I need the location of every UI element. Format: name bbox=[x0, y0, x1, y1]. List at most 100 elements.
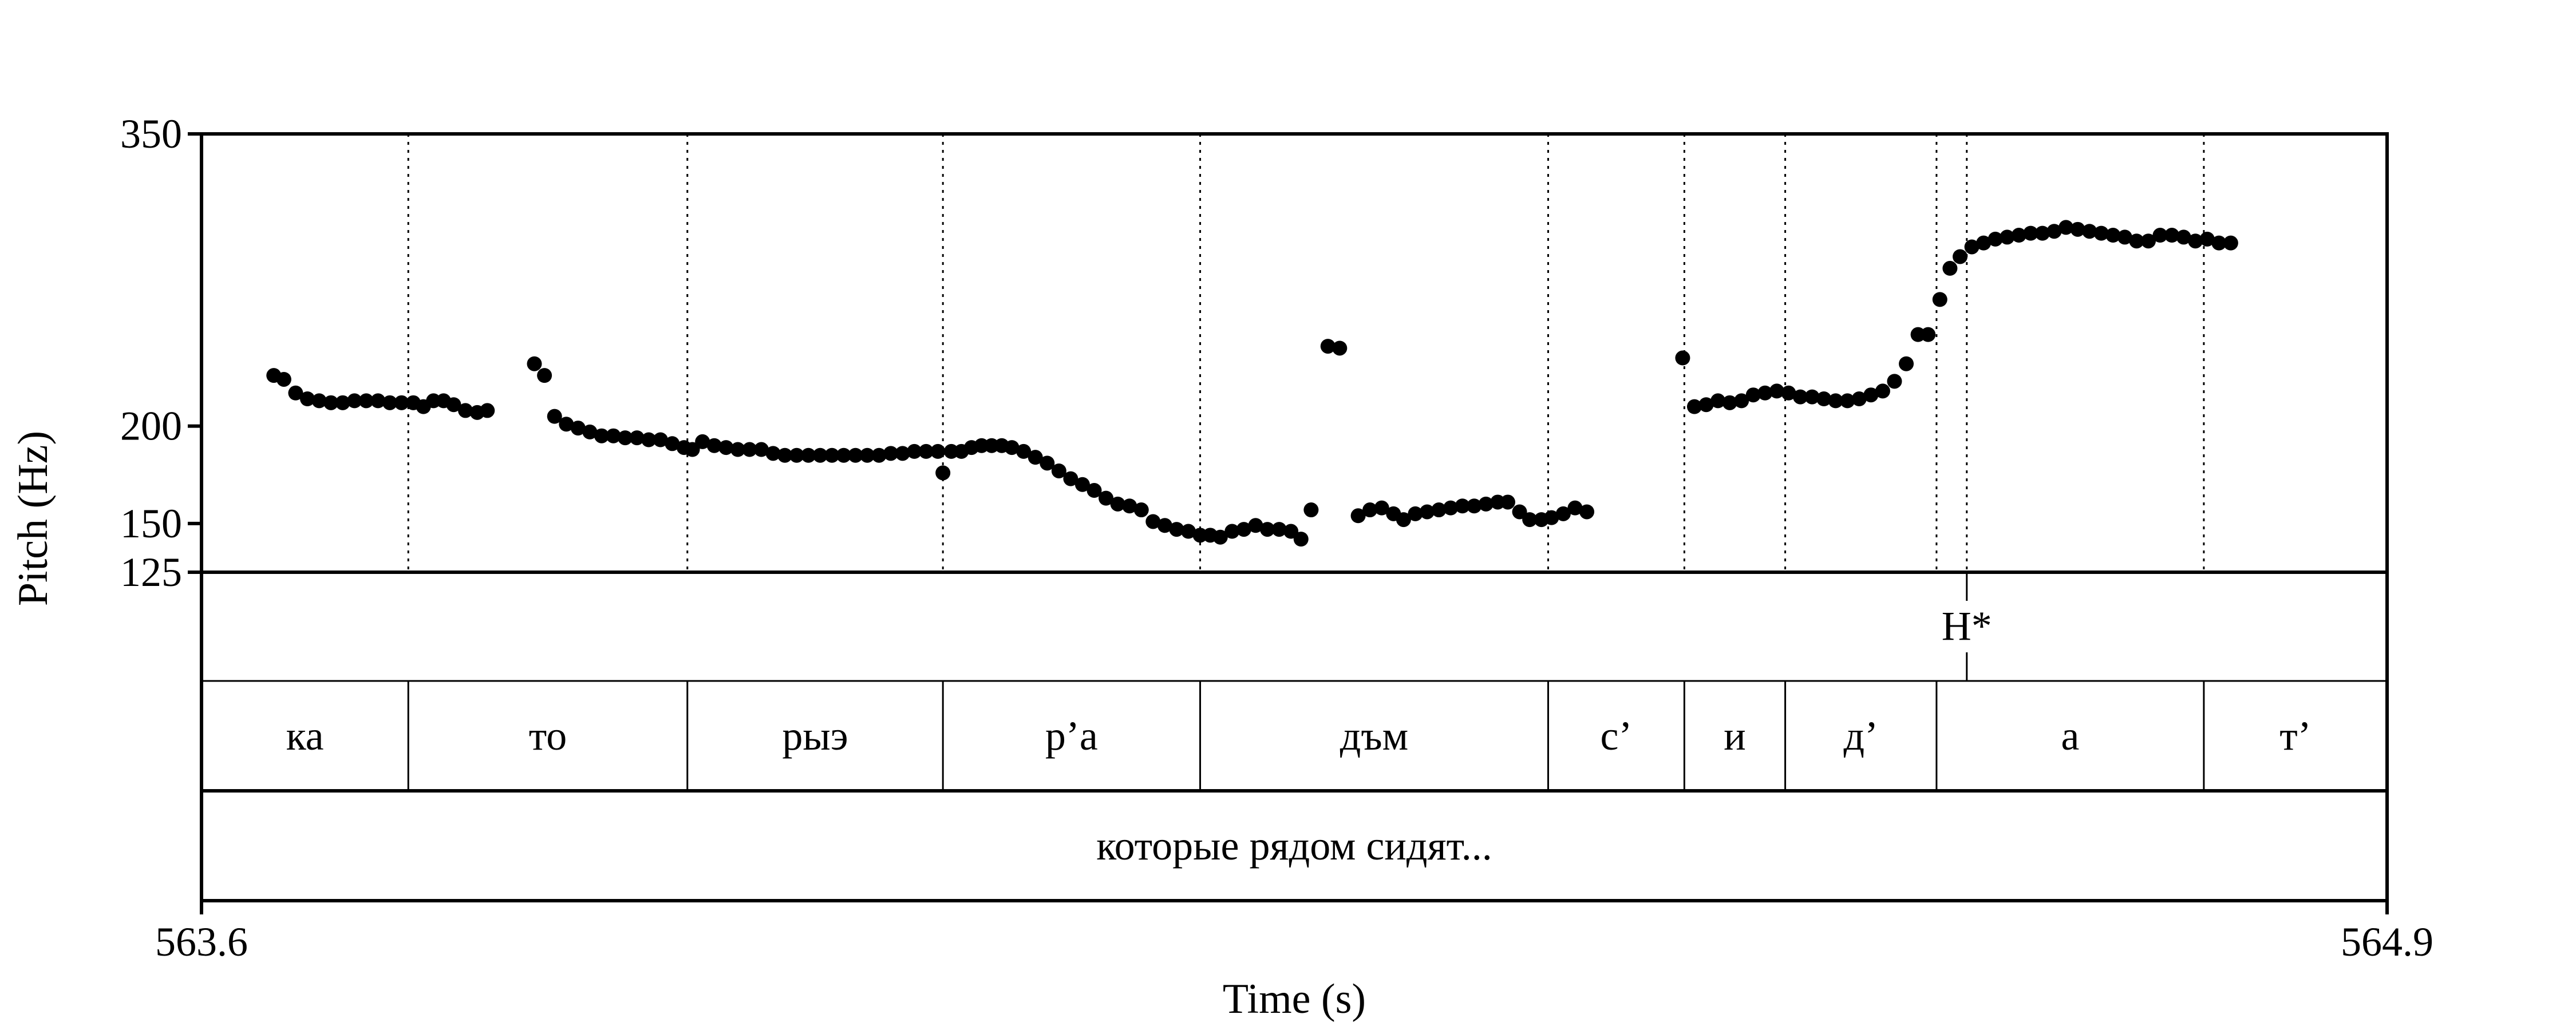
pitch-point bbox=[2164, 228, 2180, 243]
pitch-point bbox=[1686, 399, 1702, 414]
pitch-point bbox=[1431, 502, 1447, 518]
pitch-point bbox=[935, 465, 951, 481]
tone-label: H* bbox=[1942, 603, 1992, 649]
pitch-point bbox=[1016, 443, 1032, 459]
pitch-point bbox=[1408, 506, 1423, 521]
y-tick-label: 350 bbox=[120, 111, 182, 157]
pitch-point bbox=[1932, 292, 1947, 307]
pitch-point bbox=[918, 443, 934, 459]
pitch-point bbox=[2105, 228, 2121, 243]
pitch-point bbox=[1710, 393, 1726, 409]
pitch-point bbox=[559, 417, 574, 432]
pitch-point bbox=[1921, 327, 1936, 342]
y-tick-label: 200 bbox=[120, 403, 182, 449]
pitch-point bbox=[765, 446, 781, 461]
pitch-point bbox=[1332, 340, 1348, 356]
syllable-label: т’ bbox=[2279, 713, 2311, 759]
pitch-point bbox=[1157, 518, 1172, 533]
pitch-point bbox=[753, 442, 769, 457]
pitch-point bbox=[582, 424, 598, 439]
pitch-point bbox=[2211, 235, 2227, 251]
pitch-point bbox=[1863, 387, 1879, 403]
pitch-point bbox=[1063, 471, 1078, 486]
pitch-point bbox=[777, 447, 793, 463]
pitch-point bbox=[2059, 220, 2074, 235]
pitch-point bbox=[1350, 508, 1366, 524]
pitch-point bbox=[1133, 502, 1149, 518]
pitch-point bbox=[824, 447, 840, 463]
pitch-points bbox=[266, 220, 2238, 547]
pitch-point bbox=[2117, 229, 2132, 245]
syllable-label: и bbox=[1724, 713, 1746, 759]
pitch-point bbox=[2152, 228, 2168, 243]
pitch-point bbox=[2082, 224, 2097, 239]
pitch-point bbox=[1781, 385, 1796, 401]
pitch-point bbox=[1745, 387, 1761, 403]
syllable-label: с’ bbox=[1600, 713, 1632, 759]
pitch-point bbox=[1804, 389, 1820, 405]
syllable-label: рыэ bbox=[782, 713, 848, 759]
pitch-point bbox=[665, 436, 680, 451]
pitch-point bbox=[695, 434, 710, 449]
syllable-label: а bbox=[2061, 713, 2079, 759]
pitch-point bbox=[1283, 524, 1299, 539]
pitch-point bbox=[1722, 395, 1737, 410]
pitch-point bbox=[2176, 229, 2191, 245]
pitch-point bbox=[1840, 393, 1855, 409]
tone-tier: H* bbox=[1942, 134, 1992, 681]
pitch-point bbox=[789, 447, 804, 463]
pitch-point bbox=[629, 430, 645, 446]
pitch-point bbox=[2140, 233, 2156, 249]
pitch-point bbox=[1420, 504, 1435, 520]
pitch-point bbox=[1145, 514, 1161, 529]
pitch-point bbox=[1964, 239, 1980, 255]
pitch-point bbox=[1110, 496, 1125, 512]
pitch-point bbox=[358, 393, 374, 409]
pitch-point bbox=[1099, 490, 1114, 506]
pitch-point bbox=[653, 432, 668, 447]
x-axis-label: Time (s) bbox=[1223, 976, 1366, 1023]
pitch-point bbox=[801, 447, 816, 463]
pitch-point bbox=[1522, 512, 1538, 528]
pitch-point bbox=[1734, 393, 1749, 409]
pitch-point bbox=[907, 443, 922, 459]
syllable-label: ка bbox=[286, 713, 324, 759]
pitch-point bbox=[706, 438, 722, 453]
boundary-lines bbox=[407, 134, 2205, 791]
pitch-point bbox=[1555, 506, 1571, 521]
syllable-label: д’ bbox=[1843, 713, 1878, 759]
pitch-point bbox=[446, 397, 461, 413]
pitch-point bbox=[1004, 440, 1020, 455]
pitch-point bbox=[1224, 524, 1240, 539]
pitch-point bbox=[1976, 235, 1992, 251]
word-label: которые рядом сидят... bbox=[1096, 823, 1492, 869]
pitch-point bbox=[300, 391, 315, 407]
pitch-point bbox=[527, 356, 542, 371]
pitch-point bbox=[1271, 522, 1287, 537]
pitch-point bbox=[1051, 463, 1066, 478]
pitch-point bbox=[641, 432, 657, 447]
pitch-point bbox=[1396, 512, 1411, 528]
pitch-point bbox=[730, 442, 745, 457]
syllable-label: дъм bbox=[1340, 713, 1408, 759]
pitch-point bbox=[2223, 235, 2238, 251]
pitch-point bbox=[1169, 522, 1184, 537]
pitch-point bbox=[323, 395, 339, 410]
pitch-point bbox=[2188, 233, 2203, 249]
tone-tier-frame bbox=[200, 571, 2388, 682]
pitch-point bbox=[685, 442, 700, 457]
pitch-point bbox=[618, 430, 633, 446]
syllable-label: р’а bbox=[1045, 713, 1098, 759]
pitch-point bbox=[1074, 477, 1090, 492]
pitch-panel-frame bbox=[200, 132, 2389, 574]
pitch-point bbox=[2011, 228, 2026, 243]
pitch-point bbox=[812, 447, 828, 463]
pitch-point bbox=[1500, 494, 1515, 510]
pitch-point bbox=[570, 421, 586, 436]
pitch-point bbox=[382, 395, 397, 410]
pitch-point bbox=[860, 447, 875, 463]
pitch-point bbox=[930, 443, 946, 459]
pitch-point bbox=[2129, 233, 2144, 249]
